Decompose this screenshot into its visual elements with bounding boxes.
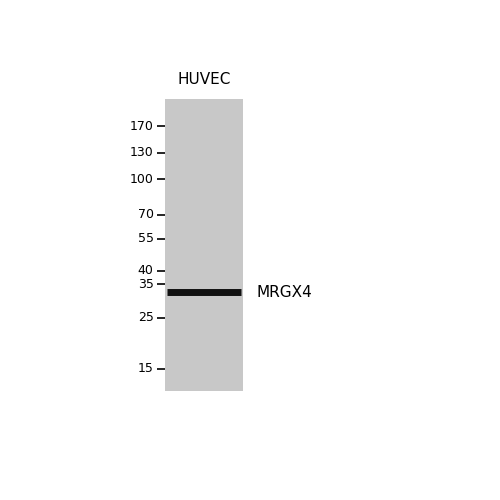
Text: 170: 170	[130, 120, 154, 132]
Text: 100: 100	[130, 172, 154, 186]
Text: 40: 40	[138, 264, 154, 278]
Text: 70: 70	[138, 208, 154, 222]
Text: MRGX4: MRGX4	[256, 285, 312, 300]
Text: 55: 55	[138, 232, 154, 245]
Text: 35: 35	[138, 278, 154, 290]
Text: 25: 25	[138, 312, 154, 324]
Text: 15: 15	[138, 362, 154, 376]
Text: 130: 130	[130, 146, 154, 160]
Text: HUVEC: HUVEC	[177, 72, 231, 87]
Bar	[165, 98, 242, 391]
